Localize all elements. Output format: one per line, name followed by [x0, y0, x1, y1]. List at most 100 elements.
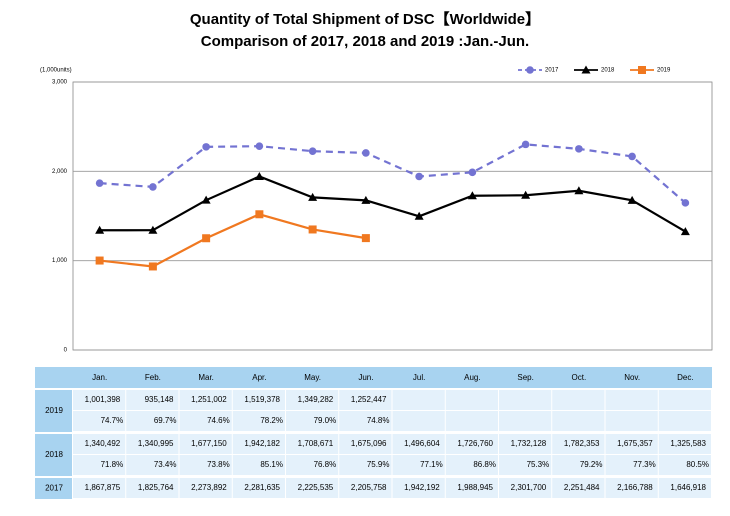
table-yoy: 76.8% [314, 460, 337, 469]
table-header: Apr. [252, 373, 266, 382]
table-cell-bg [605, 390, 658, 410]
table-cell-bg [179, 434, 232, 454]
table-cell-bg [658, 411, 711, 431]
point [521, 140, 530, 149]
table-header: Mar. [198, 373, 214, 382]
point [415, 172, 423, 181]
table-yoy: 73.8% [207, 460, 230, 469]
point [638, 66, 646, 74]
table-cell-bg [286, 411, 339, 431]
table-value: 1,708,671 [298, 439, 334, 448]
table-value: 1,251,002 [191, 395, 227, 404]
point [362, 149, 370, 157]
table-cell-bg [445, 478, 498, 498]
table-value: 2,273,892 [191, 483, 227, 492]
table-value: 1,675,357 [617, 439, 653, 448]
table-value: 1,867,875 [85, 483, 121, 492]
table-value: 1,988,945 [457, 483, 493, 492]
table-cell-bg [658, 455, 711, 475]
table-value: 1,825,764 [138, 483, 174, 492]
table-cell-bg [126, 434, 179, 454]
table-cell-bg [605, 411, 658, 431]
table-yoy: 79.0% [314, 416, 337, 425]
table-cell-bg [392, 411, 445, 431]
point [148, 225, 158, 234]
table-cell-bg [179, 478, 232, 498]
table-header: May. [304, 373, 321, 382]
table-yoy: 86.8% [473, 460, 496, 469]
table-value: 1,252,447 [351, 395, 387, 404]
table-cell-bg [552, 390, 605, 410]
table-value: 1,942,192 [404, 483, 440, 492]
table-header: Jul. [413, 373, 425, 382]
table-value: 1,677,150 [191, 439, 227, 448]
table-cell-bg [179, 411, 232, 431]
table-header: Aug. [464, 373, 480, 382]
legend-label: 2019 [657, 68, 671, 74]
table-header: Oct. [572, 373, 587, 382]
table-value: 1,942,182 [244, 439, 280, 448]
point [361, 234, 370, 243]
table-cell-bg [658, 390, 711, 410]
point [308, 147, 317, 155]
y-tick-label: 1,000 [52, 258, 68, 264]
table-cell-bg [126, 390, 179, 410]
table-cell-bg [658, 478, 711, 498]
table-cell-bg [605, 455, 658, 475]
point [627, 195, 637, 204]
table-yoy: 85.1% [260, 460, 283, 469]
table-cell-bg [392, 455, 445, 475]
table-cell-bg [286, 390, 339, 410]
table-cell-bg [286, 455, 339, 475]
table-header-bg [35, 367, 712, 388]
table-cell-bg [445, 434, 498, 454]
table-cell-bg [552, 478, 605, 498]
point [681, 199, 690, 207]
legend-label: 2018 [601, 68, 615, 74]
table-header: Feb. [145, 373, 161, 382]
table-yoy: 77.1% [420, 460, 443, 469]
table-cell-bg [339, 390, 392, 410]
table-cell-bg [499, 478, 552, 498]
table-value: 2,281,635 [244, 483, 280, 492]
table-cell-bg [499, 411, 552, 431]
table-yoy: 75.3% [527, 460, 550, 469]
table-cell-bg [552, 434, 605, 454]
y-tick-label: 3,000 [52, 80, 68, 86]
point [308, 192, 318, 201]
table-yoy: 80.5% [686, 460, 709, 469]
table-header: Dec. [677, 373, 693, 382]
plot-frame [72, 81, 713, 351]
point [95, 225, 105, 234]
table-cell-bg [232, 455, 285, 475]
table-cell-bg [286, 434, 339, 454]
y-axis-label: (1,000units) [40, 68, 72, 74]
table-cell-bg [232, 478, 285, 498]
table-cell-bg [73, 455, 126, 475]
table-cell-bg [552, 411, 605, 431]
table-value: 1,519,378 [244, 395, 280, 404]
table-cell-bg [179, 455, 232, 475]
point [361, 195, 371, 204]
table-value: 1,732,128 [511, 439, 547, 448]
table-cell-bg [339, 411, 392, 431]
table-yoy: 74.6% [207, 416, 230, 425]
table-cell-bg [126, 411, 179, 431]
table-cell-bg [232, 411, 285, 431]
table-header: Jan. [92, 373, 107, 382]
table-value: 1,325,583 [670, 439, 706, 448]
table-value: 1,496,604 [404, 439, 440, 448]
table-cell-bg [73, 390, 126, 410]
legend-label: 2017 [545, 68, 559, 74]
point [202, 143, 210, 151]
table-cell-bg [339, 455, 392, 475]
table-cell-bg [392, 434, 445, 454]
point [414, 211, 424, 220]
table-cell-bg [392, 390, 445, 410]
series-line [99, 175, 686, 233]
y-tick-label: 2,000 [52, 169, 68, 175]
table-cell-bg [339, 434, 392, 454]
table-cell-bg [552, 455, 605, 475]
point [95, 179, 104, 187]
